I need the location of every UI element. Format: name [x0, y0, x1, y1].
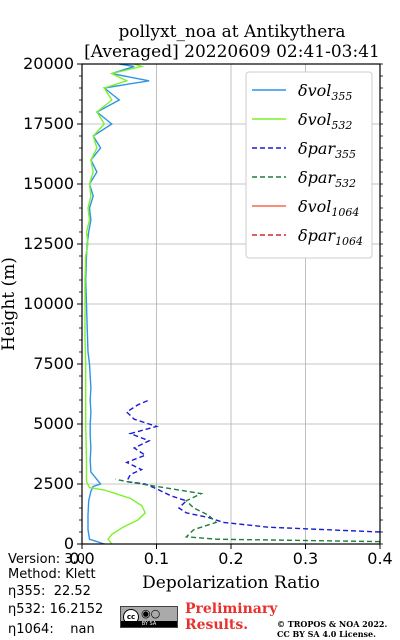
y-tick-label: 7500 — [33, 354, 74, 373]
y-tick-label: 5000 — [33, 414, 74, 433]
version-label: Version: 3.0 — [8, 552, 85, 567]
series-line-2 — [124, 399, 381, 533]
cc-license-badge: cc ◉○ BY SA — [120, 606, 178, 628]
y-tick-label: 2500 — [33, 474, 74, 493]
x-tick-label: 0.3 — [293, 549, 318, 568]
x-tick-label: 0.1 — [144, 549, 169, 568]
series-line-3 — [115, 478, 381, 543]
y-axis-label: Height (m) — [0, 257, 19, 351]
eta1064-label: η1064: nan — [8, 622, 95, 637]
chart-title-line2: [Averaged] 20220609 02:41-03:41 — [84, 42, 380, 62]
eta532-label: η532: 16.2152 — [8, 602, 104, 617]
by-sa-icon: ◉○ — [141, 607, 161, 620]
license-badge-text: BY SA — [121, 621, 177, 627]
x-tick-label: 0.2 — [218, 549, 243, 568]
copyright-notice: © TROPOS & NOA 2022. CC BY SA 4.0 Licens… — [277, 619, 387, 639]
eta355-label: η355: 22.52 — [8, 584, 91, 599]
copyright-line1: © TROPOS & NOA 2022. — [277, 619, 388, 629]
preliminary-notice: Preliminary Results. — [185, 601, 295, 633]
x-tick-label: 0.4 — [367, 549, 392, 568]
x-axis-label: Depolarization Ratio — [142, 573, 320, 593]
y-tick-label: 17500 — [23, 114, 74, 133]
series-line-1 — [84, 63, 147, 545]
x-tick-label: 0.0 — [69, 549, 94, 568]
preliminary-line1: Preliminary — [185, 601, 278, 617]
copyright-line2: CC BY SA 4.0 License. — [277, 629, 376, 639]
y-tick-label: 20000 — [23, 54, 74, 73]
plot-frame — [81, 63, 381, 545]
y-tick-label: 12500 — [23, 234, 74, 253]
series-line-0 — [84, 63, 150, 545]
y-tick-label: 0 — [64, 534, 74, 553]
method-label: Method: Klett — [8, 567, 96, 582]
y-tick-label: 10000 — [23, 294, 74, 313]
y-tick-label: 15000 — [23, 174, 74, 193]
chart-title-line1: pollyxt_noa at Antikythera — [118, 22, 346, 42]
preliminary-line2: Results. — [185, 617, 249, 633]
